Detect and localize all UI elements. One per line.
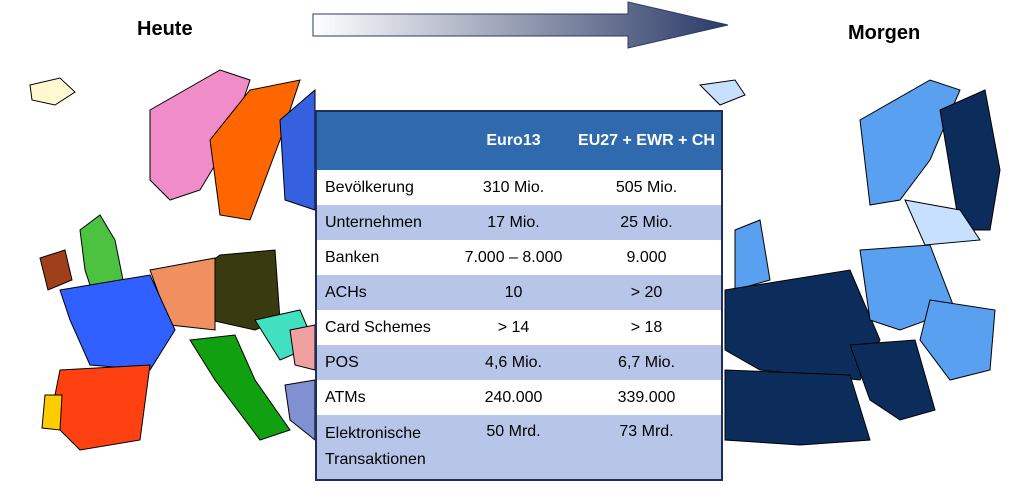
cell: 339.000 [572,380,722,415]
table-row: Bevölkerung 310 Mio. 505 Mio. [316,170,722,205]
label-tomorrow: Morgen [848,22,921,44]
cell: 10 [455,275,573,310]
cell: 6,7 Mio. [572,345,722,380]
column-header: Euro13 [455,111,573,170]
arrow [312,1,729,49]
table-row: ATMs 240.000 339.000 [316,380,722,415]
table-row: Card Schemes > 14 > 18 [316,310,722,345]
header-row: Euro13 EU27 + EWR + CH [316,111,722,170]
cell: 25 Mio. [572,205,722,240]
map-today [29,69,316,451]
table-row: Elektronische Transaktionen 50 Mrd. 73 Mrd… [316,415,722,480]
header-cell [316,111,455,170]
cell: 9.000 [572,240,722,275]
cell: 240.000 [455,380,573,415]
table-row: Unternehmen 17 Mio. 25 Mio. [316,205,722,240]
cell: 50 Mrd. [455,415,573,480]
row-label: Bevölkerung [316,170,455,205]
table-row: Banken 7.000 – 8.000 9.000 [316,240,722,275]
row-label: Card Schemes [316,310,455,345]
cell: 4,6 Mio. [455,345,573,380]
cell: 7.000 – 8.000 [455,240,573,275]
row-label: POS [316,345,455,380]
table-row: ACHs 10 > 20 [316,275,722,310]
cell: 73 Mrd. [572,415,722,480]
row-label: Unternehmen [316,205,455,240]
cell: 505 Mio. [572,170,722,205]
table-body: Bevölkerung 310 Mio. 505 Mio. Unternehmen 17… [316,170,722,480]
column-header: EU27 + EWR + CH [572,111,722,170]
comparison-table: Euro13 EU27 + EWR + CH Bevölkerung 310 Mio… [315,110,723,481]
label-today: Heute [137,18,193,40]
table-row: POS 4,6 Mio. 6,7 Mio. [316,345,722,380]
row-label: Banken [316,240,455,275]
row-label: ATMs [316,380,455,415]
cell: 17 Mio. [455,205,573,240]
cell: > 14 [455,310,573,345]
cell: > 20 [572,275,722,310]
cell: > 18 [572,310,722,345]
cell: 310 Mio. [455,170,573,205]
map-tomorrow [698,79,1001,446]
row-label: ACHs [316,275,455,310]
row-label: Elektronische Transaktionen [316,415,455,480]
